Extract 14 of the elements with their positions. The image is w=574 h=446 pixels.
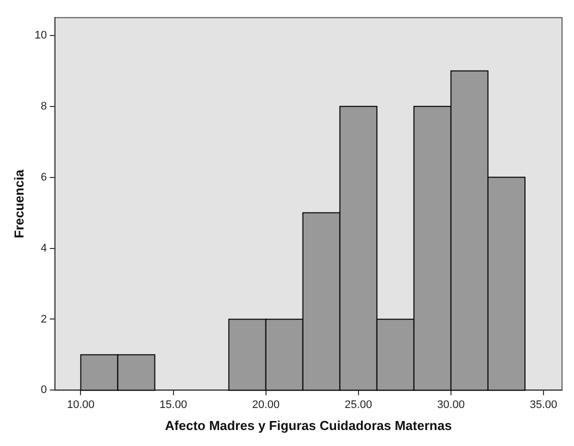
y-tick-label: 10 xyxy=(34,29,47,42)
y-tick-label: 6 xyxy=(40,171,47,184)
x-tick-label: 20.00 xyxy=(252,398,280,411)
y-tick-label: 8 xyxy=(40,100,47,112)
x-tick-label: 15.00 xyxy=(160,398,188,411)
y-tick-label: 0 xyxy=(40,384,47,396)
x-tick-label: 30.00 xyxy=(437,398,465,411)
y-axis-title: Frecuencia xyxy=(11,168,26,238)
y-tick-label: 2 xyxy=(40,313,47,326)
x-tick-label: 25.00 xyxy=(344,398,372,411)
x-tick-label: 35.00 xyxy=(530,398,558,411)
y-tick-label: 4 xyxy=(40,242,47,254)
x-tick-label: 10.00 xyxy=(66,398,95,411)
x-axis-title: Afecto Madres y Figuras Cuidadoras Maternas xyxy=(165,418,452,433)
